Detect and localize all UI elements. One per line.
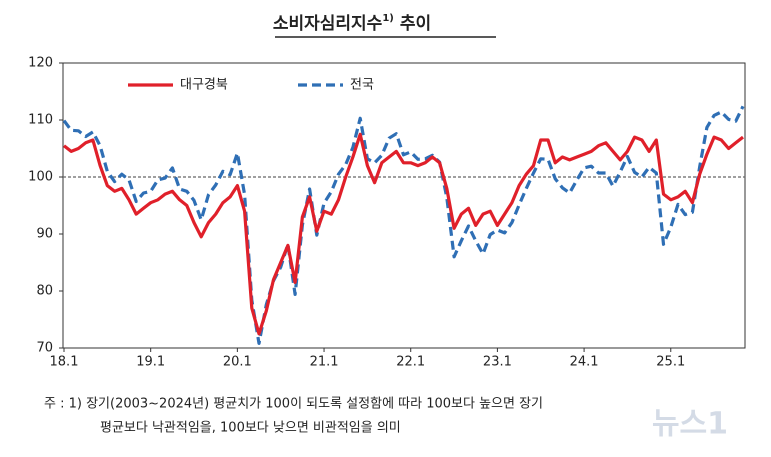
plot-frame [62, 62, 746, 349]
y-tick-label: 80 [36, 284, 53, 299]
y-tick-label: 90 [36, 227, 53, 242]
title-suffix: 추이 [400, 14, 431, 34]
x-tick-label: 25.1 [656, 355, 685, 370]
y-tick-label: 100 [28, 170, 53, 185]
y-tick-label: 120 [28, 56, 53, 71]
chart-title: 소비자심리지수1) 추이 [273, 13, 431, 34]
legend-label: 대구경북 [180, 78, 228, 93]
x-tick-label: 18.1 [50, 355, 79, 370]
y-tick-label: 70 [36, 341, 53, 356]
title-note: 1) [382, 13, 394, 24]
watermark: 뉴스1 [652, 407, 728, 442]
x-tick-label: 19.1 [136, 355, 165, 370]
x-tick-label: 24.1 [570, 355, 599, 370]
x-tick-label: 21.1 [310, 355, 339, 370]
footnote-2: 평균보다 낙관적임을, 100보다 낮으면 비관적임을 의미 [100, 421, 401, 436]
series-line [63, 132, 744, 336]
y-tick-label: 110 [28, 113, 53, 128]
series-line [62, 105, 745, 345]
x-tick-label: 20.1 [223, 355, 252, 370]
x-tick-label: 23.1 [483, 355, 512, 370]
x-tick-label: 22.1 [396, 355, 425, 370]
legend-label: 전국 [350, 78, 374, 93]
footnote-1: 주 : 1) 장기(2003~2024년) 평균치가 100이 되도록 설정함에… [44, 397, 543, 412]
title-main: 소비자심리지수 [273, 14, 383, 34]
